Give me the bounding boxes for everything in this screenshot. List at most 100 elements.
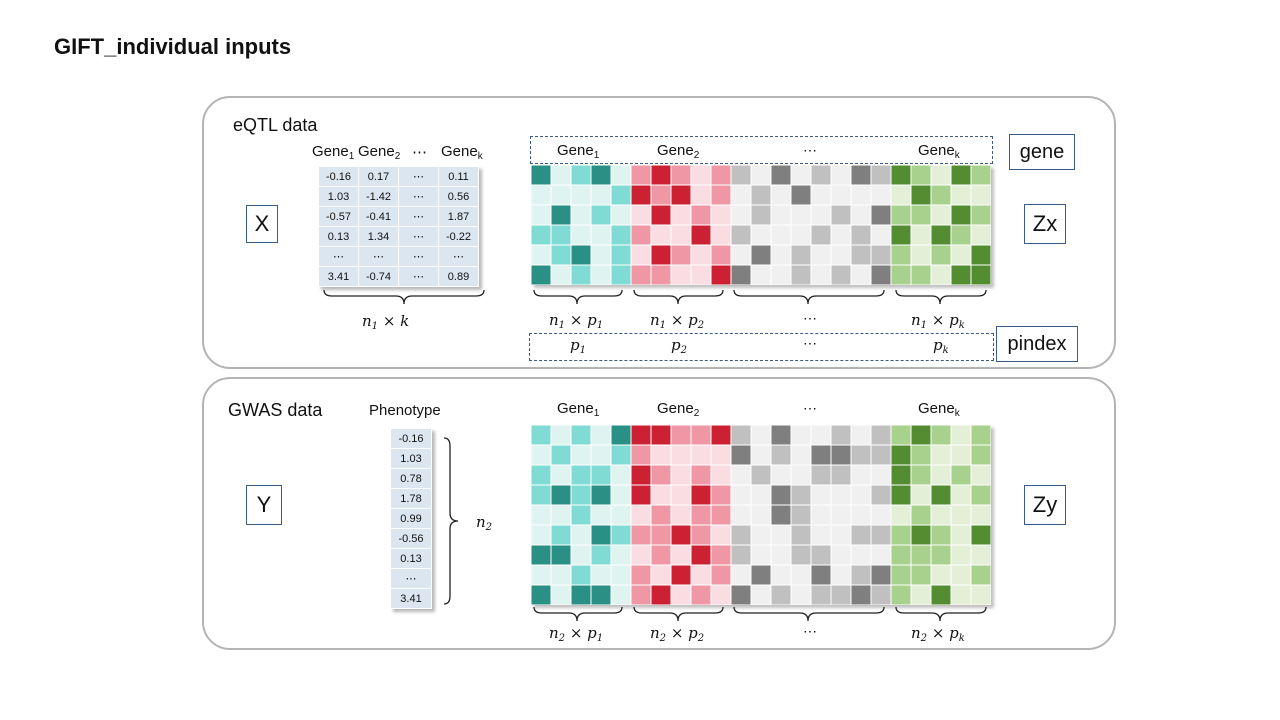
zy-heatmap-cell (950, 484, 972, 506)
zy-heatmap-cell (750, 444, 772, 466)
zx-heatmap-cell (630, 204, 652, 226)
zy-matrix-label: Zy (1024, 485, 1066, 525)
gene-index-label: gene (1009, 134, 1075, 170)
zx-heatmap-cell (531, 204, 552, 226)
phenotype-row: 1.78 (390, 488, 432, 509)
zx-heatmap-cell (770, 204, 792, 226)
phenotype-row: 0.99 (390, 508, 432, 529)
zy-heatmap-cell (610, 444, 632, 466)
zy-heatmap-cell (550, 544, 572, 566)
zy-heatmap-cell (770, 444, 792, 466)
zx-heatmap-cell (910, 264, 932, 285)
zy-heatmap-cell (970, 484, 991, 506)
zy-heatmap-cell (870, 504, 892, 526)
zy-heatmap-cell (830, 584, 852, 605)
pindex-dashed-box (529, 333, 994, 361)
phenotype-row: 0.13 (390, 548, 432, 569)
zx-heatmap-cell (590, 184, 612, 206)
zx-heatmap-cell (710, 264, 732, 285)
x-table-cell: -0.74 (358, 266, 399, 287)
zy-dim-label-2: n2 × p2 (650, 624, 705, 644)
x-table-cell: 0.17 (358, 166, 399, 187)
zx-heatmap-cell (630, 244, 652, 266)
zx-heatmap-cell (710, 224, 732, 246)
zy-heatmap-cell (531, 504, 552, 526)
zy-heatmap-cell (710, 444, 732, 466)
zx-heatmap-cell (930, 204, 952, 226)
zy-heatmap-cell (810, 484, 832, 506)
zy-heatmap (531, 425, 991, 605)
phenotype-label: Phenotype (369, 402, 441, 419)
zy-heatmap-cell (910, 504, 932, 526)
n2-brace (443, 437, 459, 605)
zx-heatmap-cell (930, 244, 952, 266)
zx-gene1-label: Gene1 (557, 142, 600, 161)
zy-heatmap-cell (890, 544, 912, 566)
zy-heatmap-cell (630, 544, 652, 566)
zx-heatmap-cell (650, 264, 672, 285)
eqtl-label: eQTL data (233, 115, 318, 135)
zy-heatmap-cell (850, 444, 872, 466)
zx-heatmap-cell (531, 165, 552, 186)
zx-heatmap-cell (730, 264, 752, 285)
zy-heatmap-cell (790, 484, 812, 506)
zy-heatmap-cell (950, 584, 972, 605)
zy-heatmap-cell (650, 544, 672, 566)
zy-heatmap-cell (770, 464, 792, 486)
x-header-gene2: Gene2 (358, 143, 401, 162)
zx-heatmap-cell (570, 244, 592, 266)
zy-heatmap-cell (810, 444, 832, 466)
zx-heatmap-cell (970, 264, 991, 285)
zy-heatmap-cell (650, 504, 672, 526)
zx-heatmap-cell (890, 184, 912, 206)
zy-heatmap-cell (970, 564, 991, 586)
zy-heatmap-cell (950, 524, 972, 546)
x-table-cell: ⋯ (358, 246, 399, 267)
zx-heatmap-cell (650, 165, 672, 186)
zx-heatmap-cell (810, 184, 832, 206)
phenotype-row: ⋯ (390, 568, 432, 589)
x-table-row: 3.41 -0.74 ⋯ 0.89 (318, 266, 479, 287)
zx-heatmap-cell (890, 264, 912, 285)
zx-heatmap-cell (630, 165, 652, 186)
x-table-cell: ⋯ (398, 206, 439, 227)
zy-heatmap-cell (810, 564, 832, 586)
zx-heatmap-cell (910, 244, 932, 266)
zy-heatmap-cell (531, 444, 552, 466)
zy-heatmap-cell (970, 524, 991, 546)
zy-heatmap-cell (950, 444, 972, 466)
zy-heatmap-cell (870, 444, 892, 466)
zy-heatmap-cell (930, 524, 952, 546)
zx-heatmap-cell (870, 165, 892, 186)
zy-heatmap-cell (690, 444, 712, 466)
zy-heatmap-cell (790, 464, 812, 486)
zy-heatmap-cell (830, 544, 852, 566)
zy-heatmap-cell (650, 484, 672, 506)
zx-heatmap-cell (890, 204, 912, 226)
zx-heatmap-cell (950, 165, 972, 186)
zy-heatmap-cell (550, 425, 572, 446)
zy-heatmap-cell (930, 584, 952, 605)
zy-heatmap-cell (670, 584, 692, 605)
zx-heatmap-cell (930, 184, 952, 206)
x-table-cell: ⋯ (398, 246, 439, 267)
zx-heatmap-cell (531, 264, 552, 285)
zy-heatmap-cell (730, 544, 752, 566)
zy-heatmap-cell (690, 504, 712, 526)
zx-heatmap-cell (830, 264, 852, 285)
zy-heatmap-cell (670, 524, 692, 546)
zy-heatmap-cell (550, 444, 572, 466)
zx-heatmap-cell (630, 184, 652, 206)
zx-heatmap-cell (550, 264, 572, 285)
zy-heatmap-cell (690, 564, 712, 586)
zx-heatmap-cell (750, 244, 772, 266)
x-header-gene1: Gene1 (312, 143, 355, 162)
zx-heatmap-cell (750, 204, 772, 226)
zy-heatmap-cell (630, 464, 652, 486)
zy-heatmap-cell (750, 425, 772, 446)
n2-label: n2 (476, 513, 493, 533)
zy-heatmap-cell (750, 504, 772, 526)
zy-heatmap-cell (870, 425, 892, 446)
zx-heatmap-cell (550, 165, 572, 186)
phenotype-row: -0.16 (390, 428, 432, 449)
